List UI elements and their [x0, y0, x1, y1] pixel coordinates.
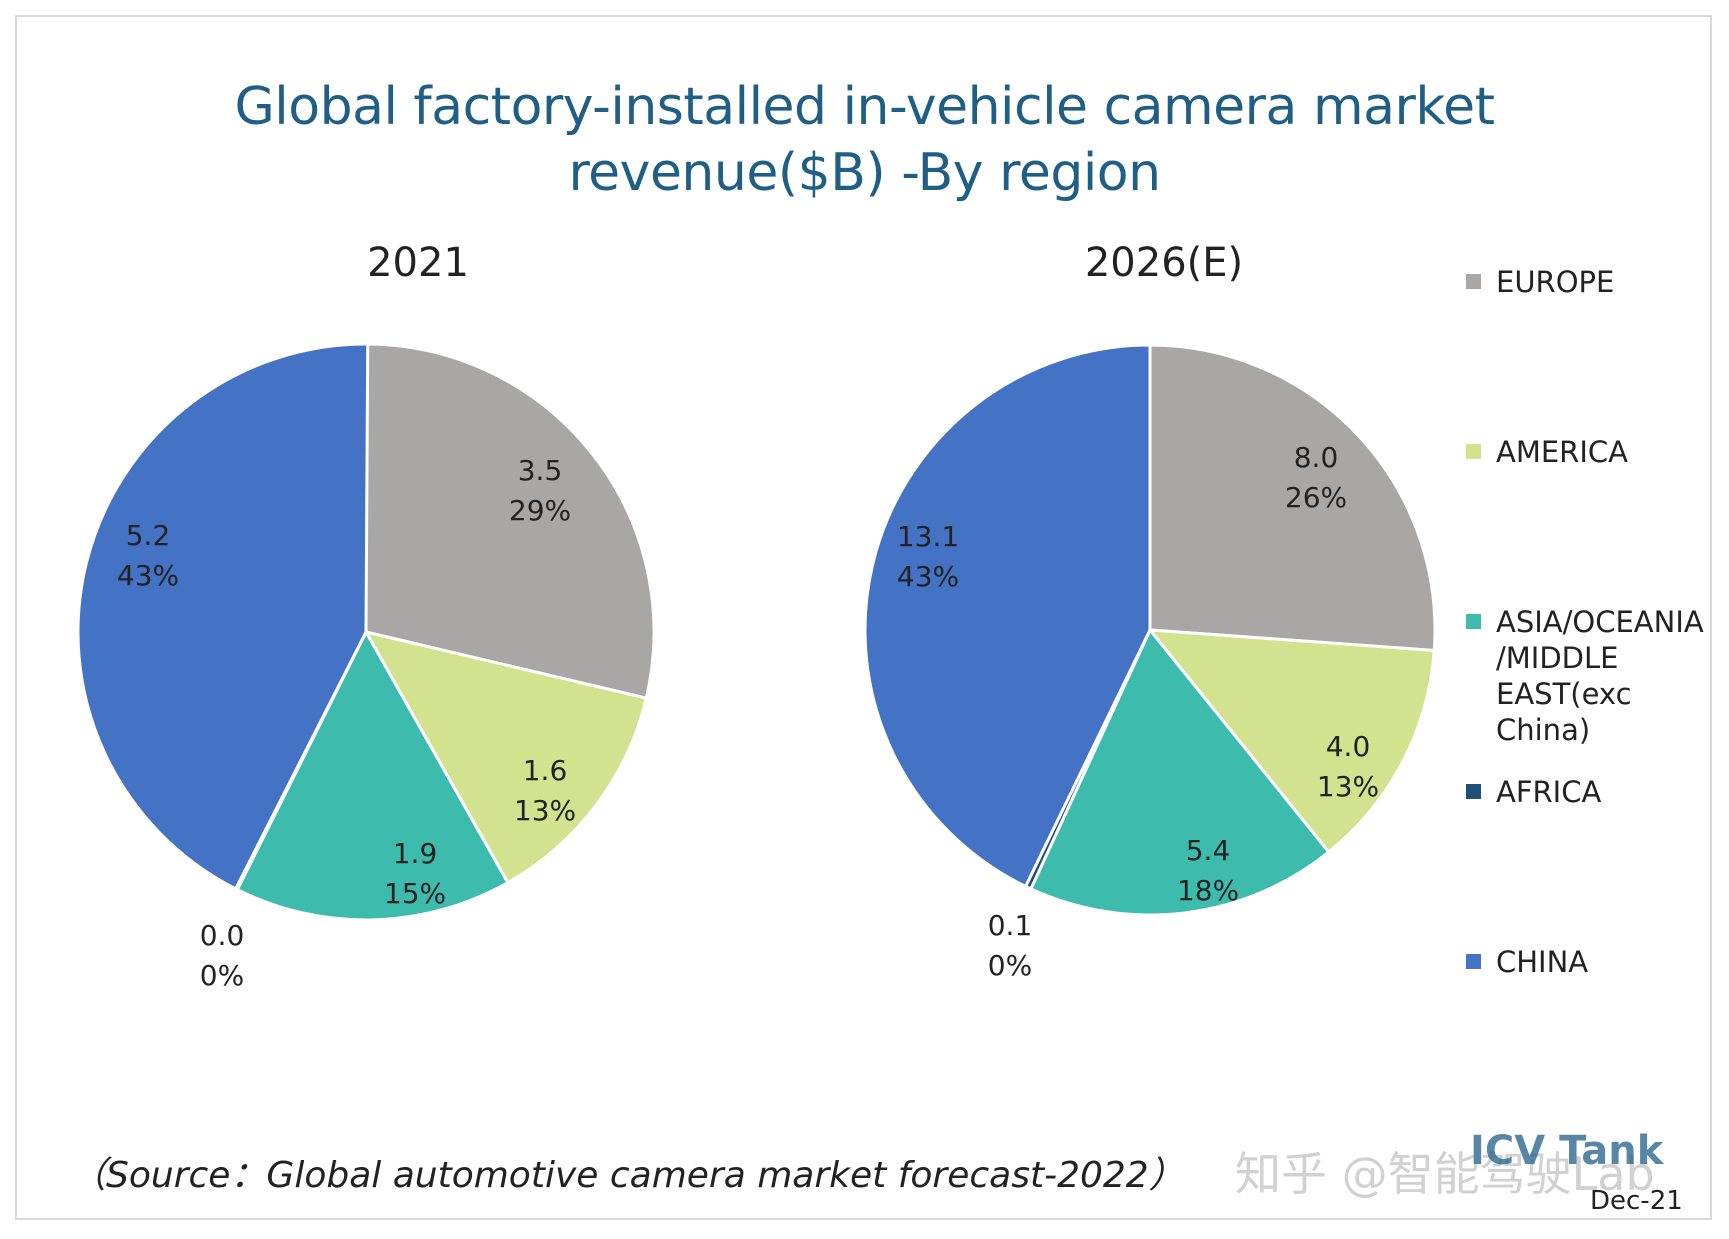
- brand-logo-text: ICV Tank: [1470, 1128, 1664, 1174]
- pie-2021-value-label-4: 5.2: [126, 519, 171, 552]
- source-note: （Source：Global automotive camera market …: [70, 1155, 1185, 1196]
- date-label: Dec-21: [1590, 1186, 1683, 1216]
- pie-2026(E)-value-label-2: 5.4: [1186, 834, 1231, 867]
- pie-2026(E)-value-label-0: 8.0: [1294, 441, 1339, 474]
- pie-2026(E)-value-label-4: 13.1: [897, 520, 959, 553]
- legend-label: AFRICA: [1496, 774, 1726, 810]
- pie-title-2026: 2026(E): [1084, 240, 1244, 286]
- pie-2021-slice-1: [363, 629, 649, 885]
- pie-2021-slice-2: [235, 628, 510, 922]
- legend-label: EUROPE: [1496, 264, 1726, 300]
- pie-2021-value-label-0: 3.5: [518, 454, 563, 487]
- legend-label-line: AFRICA: [1496, 775, 1602, 809]
- pie-2021-percent-label-0: 29%: [509, 494, 571, 527]
- legend-label-line: ASIA/OCEANIA: [1496, 605, 1704, 639]
- pie-2021-percent-label-4: 43%: [117, 559, 179, 592]
- pie-2021-value-label-2: 1.9: [393, 837, 438, 870]
- legend-label-line: CHINA: [1496, 945, 1589, 979]
- pie-2026(E)-percent-label-2: 18%: [1177, 874, 1239, 907]
- pie-2026(E)-value-label-1: 4.0: [1326, 730, 1371, 763]
- pie-2021-value-label-3: 0.0: [200, 919, 245, 952]
- pie-2026(E)-slice-2: [1028, 627, 1331, 917]
- pie-2021-percent-label-2: 15%: [384, 877, 446, 910]
- legend-label-line: /MIDDLE: [1496, 641, 1619, 675]
- pie-2026(E)-slice-0: [1148, 343, 1437, 653]
- pie-2026(E)-percent-label-0: 26%: [1285, 481, 1347, 514]
- pie-2021-slice-4: [76, 342, 370, 891]
- chart-title-line-2: revenue($B) -By region: [568, 143, 1161, 203]
- legend-swatch: [1466, 444, 1481, 459]
- pie-2026(E)-slice-1: [1146, 628, 1436, 855]
- pie-title-2021: 2021: [367, 240, 469, 286]
- pie-2026(E)-value-label-3: 0.1: [988, 909, 1033, 942]
- watermark-text: 知乎 @智能驾驶Lab: [1235, 1147, 1655, 1201]
- pie-2026(E)-percent-label-1: 13%: [1317, 770, 1379, 803]
- pie-2021-percent-label-3: 0%: [200, 959, 244, 992]
- legend-label-line: EAST(exc China): [1496, 677, 1632, 747]
- legend-label-line: AMERICA: [1496, 435, 1628, 469]
- legend-swatch: [1466, 784, 1481, 799]
- pie-2026(E)-percent-label-3: 0%: [988, 949, 1032, 982]
- legend-swatch: [1466, 614, 1481, 629]
- legend-label: ASIA/OCEANIA/MIDDLE EAST(exc China): [1496, 604, 1726, 748]
- legend-label: AMERICA: [1496, 434, 1726, 470]
- chart-title-line-1: Global factory-installed in-vehicle came…: [234, 77, 1495, 137]
- pie-2021-percent-label-1: 13%: [514, 794, 576, 827]
- pie-2021-value-label-1: 1.6: [523, 754, 568, 787]
- legend-swatch: [1466, 274, 1481, 289]
- legend-label: CHINA: [1496, 944, 1726, 980]
- legend-label-line: EUROPE: [1496, 265, 1615, 299]
- pie-2026(E)-percent-label-4: 43%: [897, 560, 959, 593]
- pie-2021-slice-0: [364, 342, 656, 700]
- pie-2026(E)-slice-4: [863, 343, 1152, 889]
- legend-swatch: [1466, 954, 1481, 969]
